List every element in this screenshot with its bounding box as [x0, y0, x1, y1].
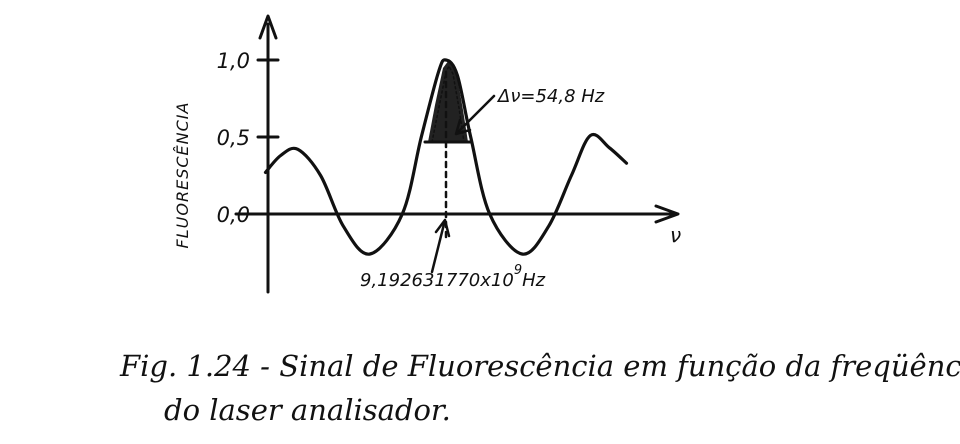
peak-inner-outline	[431, 65, 465, 143]
y-tick-label: 0,5	[217, 126, 250, 150]
linewidth-annotation: Δν=54,8 Hz	[496, 86, 605, 107]
y-tick-label: 0,0	[217, 203, 250, 227]
axes	[234, 14, 680, 294]
x-axis-arrow-icon	[654, 204, 680, 224]
center-frequency-unit: Hz	[522, 270, 546, 291]
center-pointer-arrow-icon	[434, 218, 451, 238]
figure-caption-line-2: do laser analisador.	[164, 393, 451, 427]
y-axis-arrow-icon	[258, 14, 278, 40]
center-frequency-label: 9,192631770x109Hz	[360, 263, 546, 291]
center-frequency-mantissa: 9,192631770x10	[360, 270, 514, 291]
x-axis-label: ν	[670, 223, 681, 247]
center-frequency-exponent: 9	[514, 263, 522, 278]
y-axis-label: FLUORESCÊNCIA	[173, 102, 192, 249]
y-tick-label: 1,0	[217, 49, 250, 73]
center-pointer	[430, 222, 446, 274]
peak-fill-area	[428, 60, 468, 142]
linewidth-pointer	[456, 94, 496, 134]
figure-caption-line-1: Fig. 1.24 - Sinal de Fluorescência em fu…	[119, 349, 960, 383]
series-line	[263, 58, 629, 256]
linewidth-pointer-arrow-icon	[454, 118, 472, 136]
y-ticks: 0,0 0,5 1,0	[217, 49, 280, 227]
